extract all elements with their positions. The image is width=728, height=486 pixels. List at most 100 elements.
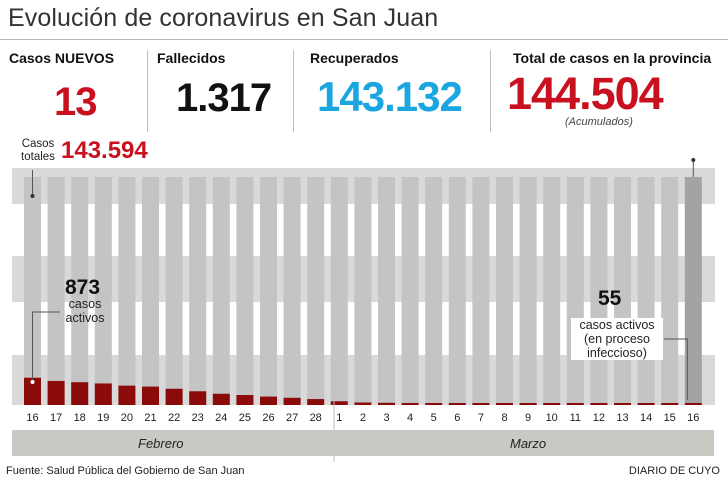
source-note: Fuente: Salud Pública del Gobierno de Sa… [6,465,245,477]
total-cases-bar [354,177,372,405]
casos-totales-label-line1: Casos [21,138,55,150]
nuevos-value: 13 [54,80,97,124]
total-cases-bar [165,177,183,405]
x-tick-label: 16 [687,412,699,424]
active-cases-bar [354,402,372,405]
x-tick-label: 13 [616,412,628,424]
month-band [12,430,714,456]
total-cases-bar [71,177,89,405]
casos-totales-label: Casos totales [20,138,56,164]
active-cases-bar [661,403,679,405]
stat-separator [147,50,148,132]
start-active-text: casos activos [55,297,115,325]
active-cases-bar [260,396,277,405]
stat-separator [490,50,491,132]
start-active-text-line2: activos [65,311,105,325]
x-tick-label: 19 [97,412,109,424]
x-tick-label: 24 [215,412,227,424]
active-cases-bar [236,395,254,405]
x-tick-label: 7 [478,412,484,424]
recuperados-label: Recuperados [310,50,399,66]
total-cases-bar [496,177,513,405]
active-cases-bar [189,391,207,405]
x-tick-label: 26 [262,412,274,424]
x-tick-label: 22 [168,412,180,424]
total-cases-bar [543,177,561,405]
total-value: 144.504 [507,68,664,119]
active-cases-bar [47,380,65,405]
start-active-value: 873 [65,276,101,299]
casos-totales-label-line2: totales [21,151,55,163]
start-active-text-line1: casos [68,297,102,311]
active-cases-bar [401,402,419,405]
total-cases-bar [283,177,301,405]
start-active-leader [32,311,60,382]
month-february: Febrero [138,436,184,451]
total-cases-bar [47,177,65,405]
total-cases-bar [236,177,254,405]
end-active-text: casos activos (en proceso infeccioso) [571,318,663,360]
recuperados-value: 143.132 [317,73,463,120]
x-tick-label: 3 [383,412,389,424]
total-cases-bar [94,177,112,405]
brand-label: DIARIO DE CUYO [628,465,720,477]
title-divider [0,39,728,40]
total-cases-bar [684,177,702,405]
total-leader-dot [30,194,35,198]
x-tick-label: 25 [239,412,251,424]
total-cases-bar [142,177,159,405]
active-cases-bar [307,399,325,405]
end-active-value: 55 [598,287,622,310]
total-cases-bar [448,177,466,405]
active-cases-bar [614,403,631,405]
active-cases-bar [378,402,395,405]
active-cases-bar [71,382,89,405]
x-tick-label: 15 [664,412,676,424]
active-cases-bar [283,397,301,405]
active-cases-bar [212,393,230,405]
active-cases-bar [118,385,136,405]
nuevos-label: Casos NUEVOS [9,50,115,66]
x-tick-label: 9 [525,412,531,424]
leader-lines [30,158,696,400]
casos-totales-value: 143.594 [61,137,148,164]
total-cases-bar [566,177,584,405]
active-cases-bar [472,403,490,405]
end-active-text-line2: (en proceso [583,332,650,346]
total-cases-bar [472,177,490,405]
fallecidos-label: Fallecidos [157,50,226,66]
x-tick-label: 11 [570,412,581,424]
total-label: Total de casos en la provincia [513,50,712,66]
total-cases-bar [425,177,443,405]
active-cases-bar [566,403,584,405]
last-bar-dot [691,158,696,162]
total-cases-bar [260,177,277,405]
total-cases-bar [189,177,207,405]
end-active-leader [664,338,688,400]
active-cases-bar [165,388,183,405]
active-cases-bar [590,403,608,405]
active-cases-bar [24,377,41,405]
x-tick-label: 6 [454,412,460,424]
active-cases-bar [142,386,159,405]
active-cases-bar [637,403,655,405]
total-cases-bar [307,177,325,405]
x-tick-label: 21 [144,412,156,424]
x-tick-label: 17 [50,412,62,424]
start-active-dot [30,380,35,384]
active-cases-bar [543,403,561,405]
stat-separator [293,50,294,132]
x-tick-label: 10 [546,412,558,424]
x-tick-label: 1 [336,412,342,424]
active-cases-bar [519,403,537,405]
x-tick-label: 14 [640,412,652,424]
end-active-text-line3: infeccioso) [587,346,647,360]
x-tick-label: 2 [360,412,366,424]
x-tick-label: 18 [74,412,86,424]
x-tick-label: 23 [192,412,204,424]
x-tick-label: 4 [407,412,413,424]
tick-labels: 16 17 18 19 20 21 22 23 24 25 26 27 28 1 2 3 4 5 6 7 8 9 10 11 1… [26,396,699,462]
fallecidos-value: 1.317 [176,76,272,120]
total-cases-bar [212,177,230,405]
